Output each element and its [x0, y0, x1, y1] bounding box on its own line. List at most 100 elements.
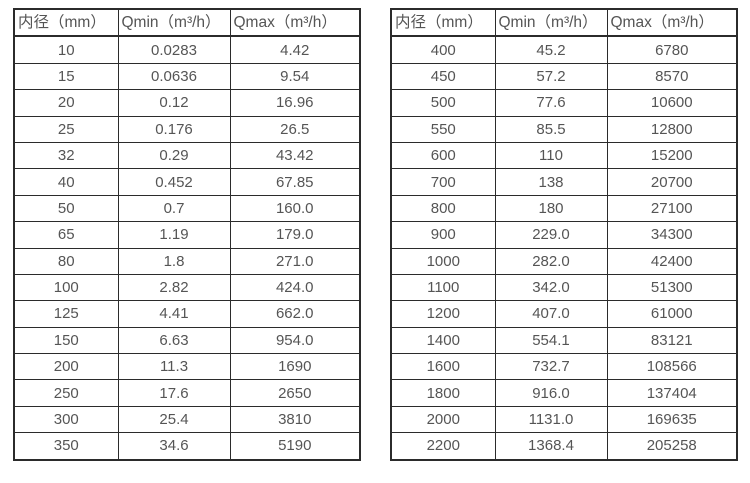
table-row: 300 25.4 3810	[13, 405, 361, 434]
qmax-cell: 43.42	[229, 141, 361, 170]
table-row: 1000 282.0 42400	[390, 247, 738, 275]
qmax-cell: 16.96	[229, 89, 361, 117]
inner-diameter-cell: 32	[13, 141, 119, 170]
qmin-cell: 0.452	[117, 168, 231, 196]
qmax-cell: 5190	[229, 432, 361, 461]
table-row: 350 34.6 5190	[13, 432, 361, 461]
qmax-cell: 108566	[606, 353, 738, 381]
table-row: 600 110 15200	[390, 141, 738, 170]
table-row: 150 6.63 954.0	[13, 326, 361, 355]
table-row: 1800 916.0 137404	[390, 379, 738, 407]
inner-diameter-cell: 800	[390, 194, 496, 223]
qmin-cell: 554.1	[494, 326, 608, 355]
inner-diameter-cell: 900	[390, 221, 496, 249]
header-qmin: Qmin（m³/h）	[494, 8, 608, 38]
inner-diameter-cell: 2000	[390, 405, 496, 434]
qmax-cell: 61000	[606, 300, 738, 328]
inner-diameter-cell: 1400	[390, 326, 496, 355]
inner-diameter-cell: 125	[13, 300, 119, 328]
table-row: 550 85.5 12800	[390, 115, 738, 143]
inner-diameter-cell: 65	[13, 221, 119, 249]
table-row: 700 138 20700	[390, 168, 738, 196]
qmax-cell: 42400	[606, 247, 738, 275]
qmin-cell: 342.0	[494, 273, 608, 302]
table-row: 2000 1131.0 169635	[390, 405, 738, 434]
flow-spec-tables-page: 内径（mm） Qmin（m³/h） Qmax（m³/h） 10 0.0283 4.4…	[13, 8, 738, 461]
inner-diameter-cell: 300	[13, 405, 119, 434]
table-row: 1200 407.0 61000	[390, 300, 738, 328]
qmin-cell: 1.19	[117, 221, 231, 249]
table-row: 20 0.12 16.96	[13, 89, 361, 117]
inner-diameter-cell: 500	[390, 89, 496, 117]
header-qmax: Qmax（m³/h）	[229, 8, 361, 38]
qmax-cell: 169635	[606, 405, 738, 434]
table-row: 200 11.3 1690	[13, 353, 361, 381]
table-row: 400 45.2 6780	[390, 35, 738, 64]
table-row: 1100 342.0 51300	[390, 273, 738, 302]
inner-diameter-cell: 600	[390, 141, 496, 170]
table-row: 900 229.0 34300	[390, 221, 738, 249]
qmin-cell: 180	[494, 194, 608, 223]
inner-diameter-cell: 15	[13, 62, 119, 91]
qmax-cell: 424.0	[229, 273, 361, 302]
qmin-cell: 0.7	[117, 194, 231, 223]
table-row: 15 0.0636 9.54	[13, 62, 361, 91]
inner-diameter-cell: 200	[13, 353, 119, 381]
table-row: 250 17.6 2650	[13, 379, 361, 407]
header-inner-diameter: 内径（mm）	[13, 8, 119, 38]
qmin-cell: 1.8	[117, 247, 231, 275]
qmax-cell: 137404	[606, 379, 738, 407]
table-row: 2200 1368.4 205258	[390, 432, 738, 461]
qmin-cell: 2.82	[117, 273, 231, 302]
qmax-cell: 26.5	[229, 115, 361, 143]
qmin-cell: 34.6	[117, 432, 231, 461]
qmax-cell: 27100	[606, 194, 738, 223]
qmax-cell: 4.42	[229, 35, 361, 64]
inner-diameter-cell: 20	[13, 89, 119, 117]
header-qmin: Qmin（m³/h）	[117, 8, 231, 38]
qmin-cell: 732.7	[494, 353, 608, 381]
qmax-cell: 160.0	[229, 194, 361, 223]
header-inner-diameter: 内径（mm）	[390, 8, 496, 38]
qmin-cell: 138	[494, 168, 608, 196]
inner-diameter-cell: 100	[13, 273, 119, 302]
qmax-cell: 51300	[606, 273, 738, 302]
qmax-cell: 10600	[606, 89, 738, 117]
qmin-cell: 11.3	[117, 353, 231, 381]
table-row: 10 0.0283 4.42	[13, 35, 361, 64]
qmax-cell: 205258	[606, 432, 738, 461]
qmax-cell: 20700	[606, 168, 738, 196]
qmin-cell: 1368.4	[494, 432, 608, 461]
inner-diameter-cell: 1600	[390, 353, 496, 381]
qmax-cell: 2650	[229, 379, 361, 407]
inner-diameter-cell: 10	[13, 35, 119, 64]
qmin-cell: 407.0	[494, 300, 608, 328]
header-row: 内径（mm） Qmin（m³/h） Qmax（m³/h）	[390, 8, 738, 38]
qmax-cell: 1690	[229, 353, 361, 381]
qmin-cell: 0.12	[117, 89, 231, 117]
qmin-cell: 0.0636	[117, 62, 231, 91]
qmin-cell: 6.63	[117, 326, 231, 355]
qmax-cell: 67.85	[229, 168, 361, 196]
table-row: 25 0.176 26.5	[13, 115, 361, 143]
qmin-cell: 0.0283	[117, 35, 231, 64]
table-row: 32 0.29 43.42	[13, 141, 361, 170]
inner-diameter-cell: 1000	[390, 247, 496, 275]
table-row: 450 57.2 8570	[390, 62, 738, 91]
inner-diameter-cell: 1200	[390, 300, 496, 328]
qmin-cell: 110	[494, 141, 608, 170]
qmin-cell: 229.0	[494, 221, 608, 249]
qmax-cell: 954.0	[229, 326, 361, 355]
qmax-cell: 3810	[229, 405, 361, 434]
table-row: 800 180 27100	[390, 194, 738, 223]
inner-diameter-cell: 2200	[390, 432, 496, 461]
qmax-cell: 271.0	[229, 247, 361, 275]
qmax-cell: 12800	[606, 115, 738, 143]
table-row: 50 0.7 160.0	[13, 194, 361, 223]
qmax-cell: 6780	[606, 35, 738, 64]
inner-diameter-cell: 1100	[390, 273, 496, 302]
qmin-cell: 0.176	[117, 115, 231, 143]
flow-spec-table-large-diameters: 内径（mm） Qmin（m³/h） Qmax（m³/h） 400 45.2 6780…	[390, 8, 738, 461]
qmin-cell: 85.5	[494, 115, 608, 143]
inner-diameter-cell: 150	[13, 326, 119, 355]
